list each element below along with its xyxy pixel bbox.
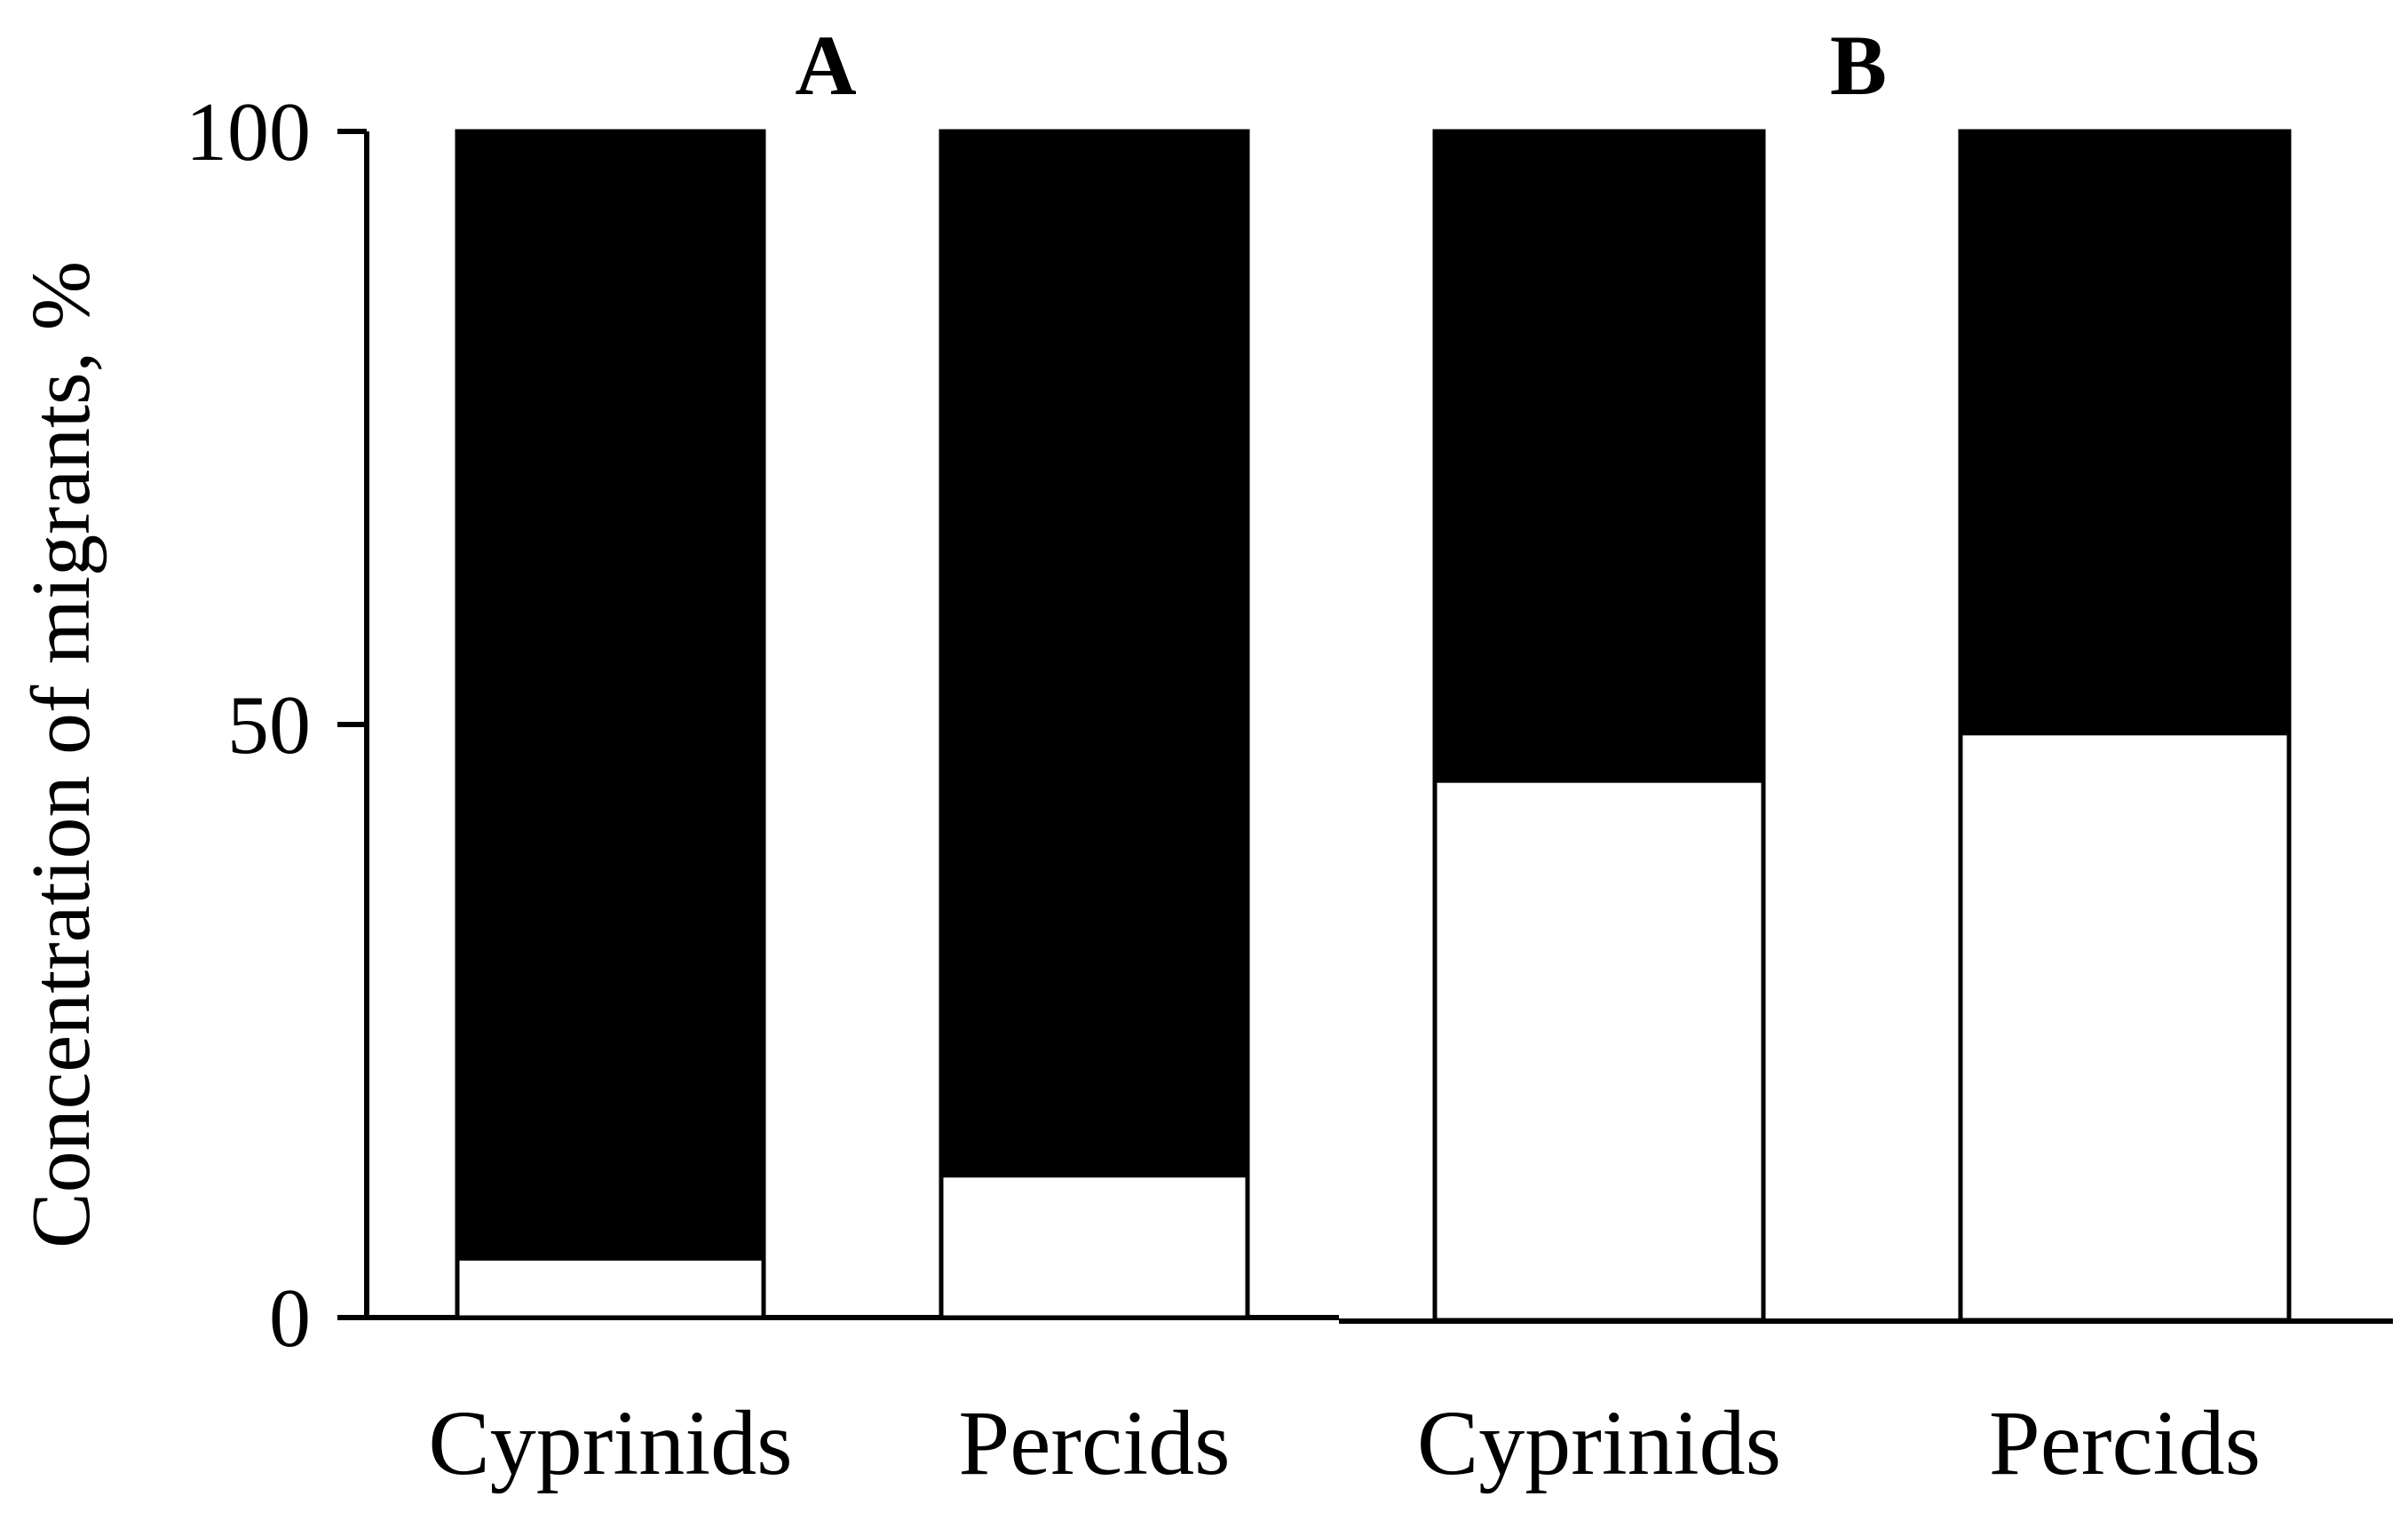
bar-segment bbox=[1432, 778, 1766, 1323]
bar-segment bbox=[1432, 129, 1766, 783]
x-tick-label: Cyprinids bbox=[428, 1392, 792, 1494]
x-tick-label: Percids bbox=[958, 1392, 1230, 1494]
y-ticks: 0 50 100 bbox=[186, 86, 367, 1365]
x-tick-label: Percids bbox=[1989, 1392, 2261, 1494]
y-tick-label: 50 bbox=[227, 679, 311, 772]
panel-title-a: A bbox=[795, 18, 856, 113]
y-tick-label: 0 bbox=[269, 1272, 311, 1365]
x-tick-label: Cyprinids bbox=[1417, 1392, 1781, 1494]
bar-segment bbox=[939, 1173, 1250, 1320]
bars bbox=[455, 129, 2292, 1323]
x-tick-labels: Cyprinids Percids Cyprinids Percids bbox=[428, 1392, 2261, 1494]
panel-title-b: B bbox=[1830, 18, 1887, 113]
bar-segment bbox=[455, 129, 766, 1261]
bar-segment bbox=[939, 129, 1250, 1178]
bar-segment bbox=[1958, 129, 2292, 736]
y-axis-label: Concentration of migrants, % bbox=[15, 261, 107, 1248]
y-tick-label: 100 bbox=[186, 86, 311, 178]
bar-segment bbox=[1958, 731, 2292, 1323]
bar-segment bbox=[455, 1255, 766, 1320]
